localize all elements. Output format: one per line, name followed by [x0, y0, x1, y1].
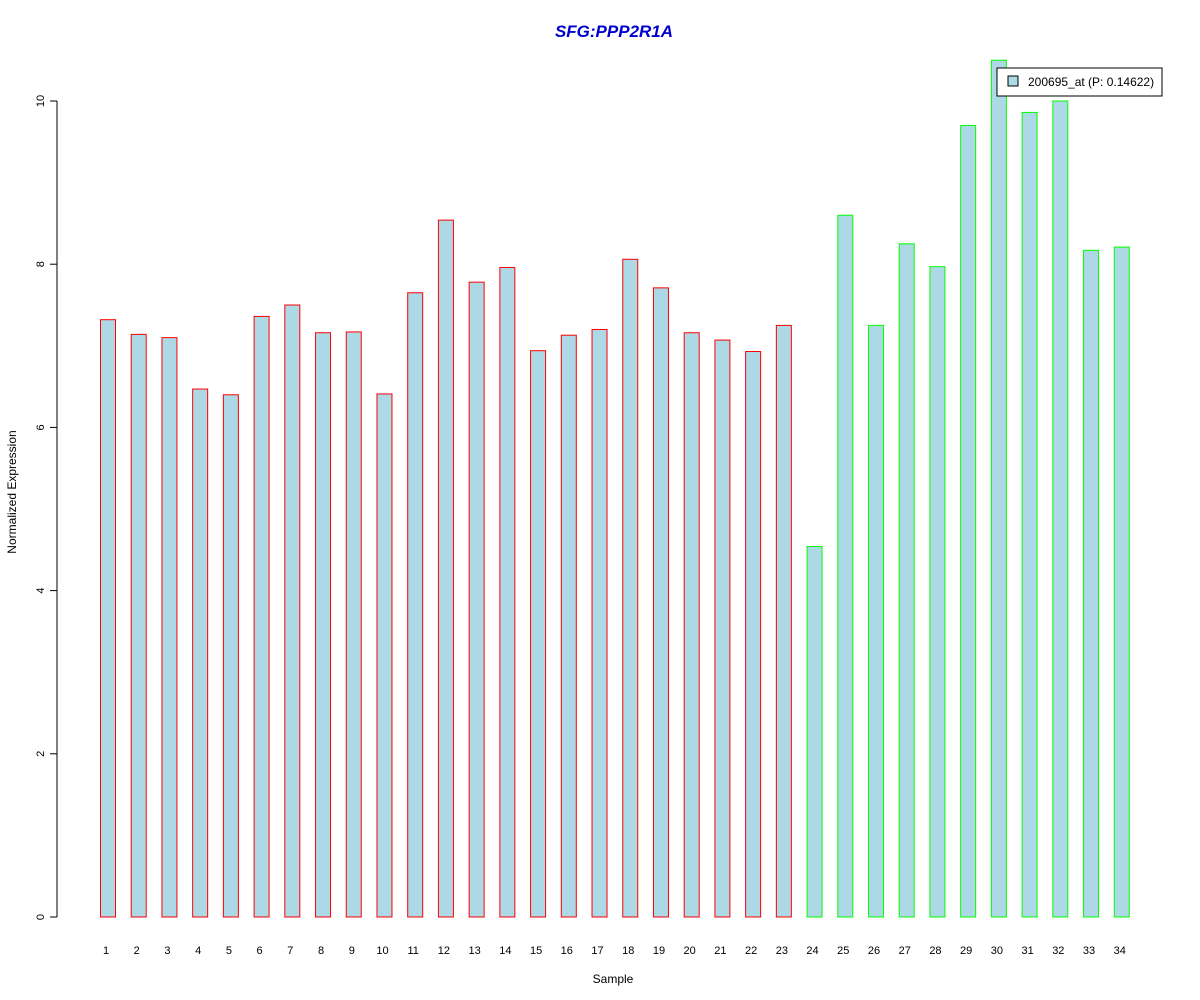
bar: [222, 394, 239, 918]
x-tick-label: 9: [349, 945, 355, 957]
x-tick-label: 32: [1052, 945, 1064, 957]
x-tick-label: 15: [530, 945, 542, 957]
bar: [284, 304, 301, 918]
x-tick-label: 30: [991, 945, 1003, 957]
bar: [652, 287, 669, 918]
x-tick-label: 4: [195, 945, 201, 957]
bar: [468, 281, 485, 918]
legend-box: [996, 67, 1163, 97]
x-tick-label: 17: [591, 945, 603, 957]
x-axis: 1 2 3 4 5 6 7 8 9 10 11 12 13 14 15 16 17 18 19 20 21 22 23 24 2…: [103, 945, 1126, 957]
x-tick-label: 11: [407, 945, 418, 957]
bar: [437, 219, 454, 918]
bar: [960, 124, 977, 918]
bar: [560, 334, 577, 918]
bar: [407, 292, 424, 918]
x-tick-label: 26: [868, 945, 880, 957]
x-tick-label: 6: [257, 945, 263, 957]
bar: [345, 331, 362, 918]
x-tick-label: 2: [134, 945, 140, 957]
bar: [1021, 111, 1038, 918]
x-tick-label: 31: [1021, 945, 1033, 957]
x-tick-label: 1: [103, 945, 109, 957]
x-tick-label: 5: [226, 945, 232, 957]
bar: [100, 319, 116, 918]
bar: [499, 266, 516, 918]
bar: [745, 351, 762, 918]
x-tick-label: 8: [318, 945, 324, 957]
y-tick-label: 8: [35, 261, 47, 267]
x-tick-label: 20: [684, 945, 696, 957]
bar: [837, 214, 854, 918]
bar: [376, 393, 393, 918]
x-tick-label: 3: [164, 945, 170, 957]
bar: [253, 315, 270, 918]
x-tick-label: 21: [714, 945, 726, 957]
x-axis-title: Sample: [593, 972, 634, 986]
bar: [192, 388, 209, 918]
x-tick-label: 10: [376, 945, 388, 957]
y-tick-label: 10: [35, 95, 47, 107]
x-tick-label: 19: [653, 945, 665, 957]
x-tick-label: 23: [776, 945, 788, 957]
x-tick-label: 14: [499, 945, 511, 957]
x-tick-label: 12: [438, 945, 450, 957]
x-tick-label: 13: [469, 945, 481, 957]
bar: [1083, 249, 1100, 918]
x-tick-label: 27: [899, 945, 911, 957]
bar: [315, 332, 332, 918]
x-tick-label: 7: [287, 945, 293, 957]
x-tick-label: 16: [561, 945, 573, 957]
legend-swatch: [1007, 75, 1019, 87]
legend: 200695_at (P: 0.14622): [996, 67, 1163, 97]
y-axis: 0 2 4 6 8 10: [35, 95, 58, 920]
bar: [683, 332, 700, 918]
x-tick-label: 29: [960, 945, 972, 957]
x-tick-label: 18: [622, 945, 634, 957]
y-tick-label: 6: [35, 424, 47, 430]
x-tick-label: 34: [1114, 945, 1126, 957]
chart-title: SFG:PPP2R1A: [555, 22, 673, 41]
bar: [622, 258, 639, 918]
bar: [714, 339, 731, 918]
x-tick-label: 24: [806, 945, 818, 957]
legend-label: 200695_at (P: 0.14622): [1028, 75, 1154, 89]
bar: [806, 546, 823, 918]
bars: [100, 59, 1130, 918]
bar: [591, 328, 608, 918]
x-tick-label: 22: [745, 945, 757, 957]
x-tick-label: 33: [1083, 945, 1095, 957]
bar: [130, 333, 147, 918]
bar: [929, 266, 946, 918]
bar: [1052, 100, 1069, 918]
bar: [775, 324, 792, 918]
y-tick-label: 0: [35, 914, 47, 920]
bar: [161, 337, 178, 918]
bar: [530, 350, 547, 918]
y-axis-title: Normalized Expression: [5, 430, 19, 553]
x-tick-label: 25: [837, 945, 849, 957]
bar: [990, 59, 1007, 918]
bar: [898, 243, 915, 918]
bar: [868, 324, 884, 918]
y-tick-label: 2: [35, 751, 47, 757]
bar: [1113, 246, 1130, 918]
x-tick-label: 28: [929, 945, 941, 957]
y-tick-label: 4: [35, 588, 47, 594]
